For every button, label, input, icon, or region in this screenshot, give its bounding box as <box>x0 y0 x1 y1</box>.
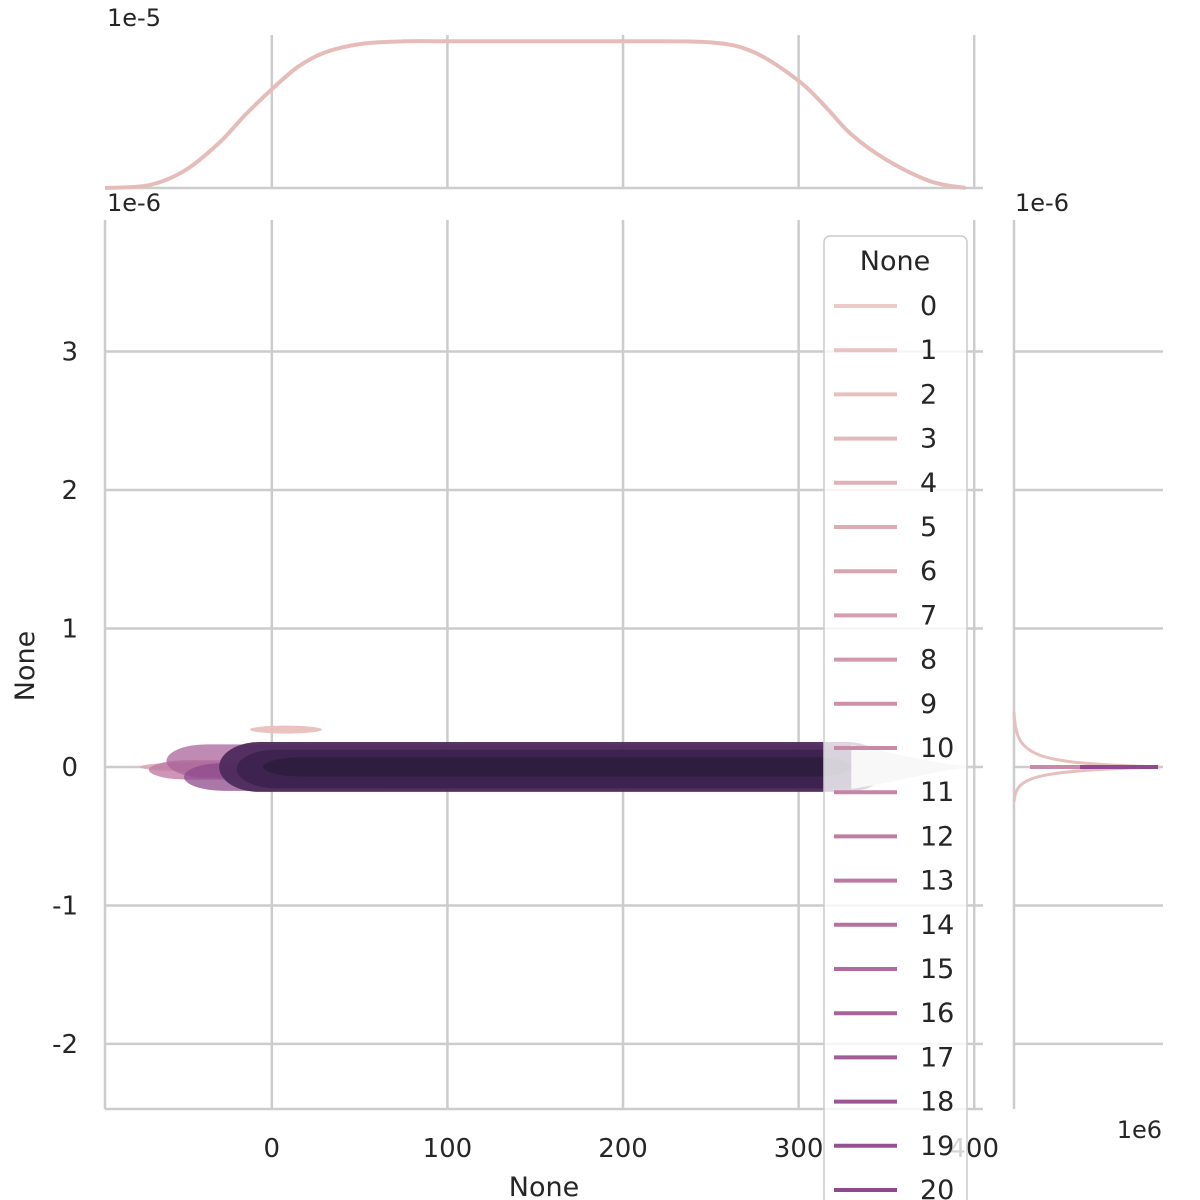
kde-contour-dense <box>263 757 852 777</box>
x-tick-label: 100 <box>423 1134 473 1164</box>
legend-item-label: 13 <box>920 866 954 897</box>
y-axis-label: None <box>10 631 41 701</box>
top-marginal-offset-label: 1e-5 <box>107 4 161 32</box>
main-y-offset-label: 1e-6 <box>107 189 161 217</box>
legend-item-label: 9 <box>920 689 937 720</box>
legend-item-label: 3 <box>920 424 937 455</box>
y-tick-label: 1 <box>61 614 78 644</box>
legend-item-label: 6 <box>920 556 937 587</box>
legend-item-label: 4 <box>920 468 937 499</box>
legend-item-label: 10 <box>920 733 954 764</box>
x-axis-label: None <box>509 1172 579 1200</box>
right-marginal-kde-curves <box>1012 711 1161 803</box>
legend-item-label: 2 <box>920 379 937 410</box>
legend-item-label: 0 <box>920 291 937 322</box>
y-tick-label: 3 <box>61 338 78 368</box>
right-marginal-kde-curve <box>1012 711 1161 803</box>
legend-item-label: 12 <box>920 821 954 852</box>
kde-contours <box>140 725 975 792</box>
right-marginal-y-offset-label: 1e-6 <box>1015 189 1069 217</box>
legend-item-label: 19 <box>920 1131 954 1162</box>
y-tick-label: -2 <box>52 1030 78 1060</box>
top-marginal-panel: 1e-5 <box>104 4 983 190</box>
y-tick-label: 2 <box>61 476 78 506</box>
legend-item-label: 18 <box>920 1087 954 1118</box>
right-marginal-x-offset-label: 1e6 <box>1117 1116 1162 1144</box>
legend-item-label: 20 <box>920 1175 954 1200</box>
x-tick-label: 0 <box>264 1134 281 1164</box>
top-marginal-gridlines <box>270 35 976 188</box>
x-tick-label: 300 <box>774 1134 824 1164</box>
legend-item-label: 17 <box>920 1042 954 1073</box>
legend-item-label: 8 <box>920 645 937 676</box>
legend-item-label: 1 <box>920 335 937 366</box>
y-tick-label: 0 <box>61 753 78 783</box>
legend-item-label: 15 <box>920 954 954 985</box>
legend-item-label: 11 <box>920 777 954 808</box>
kde-contour-light <box>249 725 322 734</box>
legend-title: None <box>860 246 930 277</box>
legend-item-label: 16 <box>920 998 954 1029</box>
legend-item-label: 7 <box>920 600 937 631</box>
main-y-tick-labels: -2 -1 0 1 2 3 <box>52 338 78 1060</box>
legend-item-label: 5 <box>920 512 937 543</box>
right-marginal-gridlines <box>1014 350 1163 1046</box>
y-tick-label: -1 <box>52 891 78 921</box>
legend-box <box>823 235 968 1200</box>
right-marginal-panel: 1e-6 1e6 <box>1012 189 1163 1144</box>
legend-item-label: 14 <box>920 910 954 941</box>
top-marginal-kde-curve <box>104 39 966 190</box>
x-tick-label: 200 <box>598 1134 648 1164</box>
